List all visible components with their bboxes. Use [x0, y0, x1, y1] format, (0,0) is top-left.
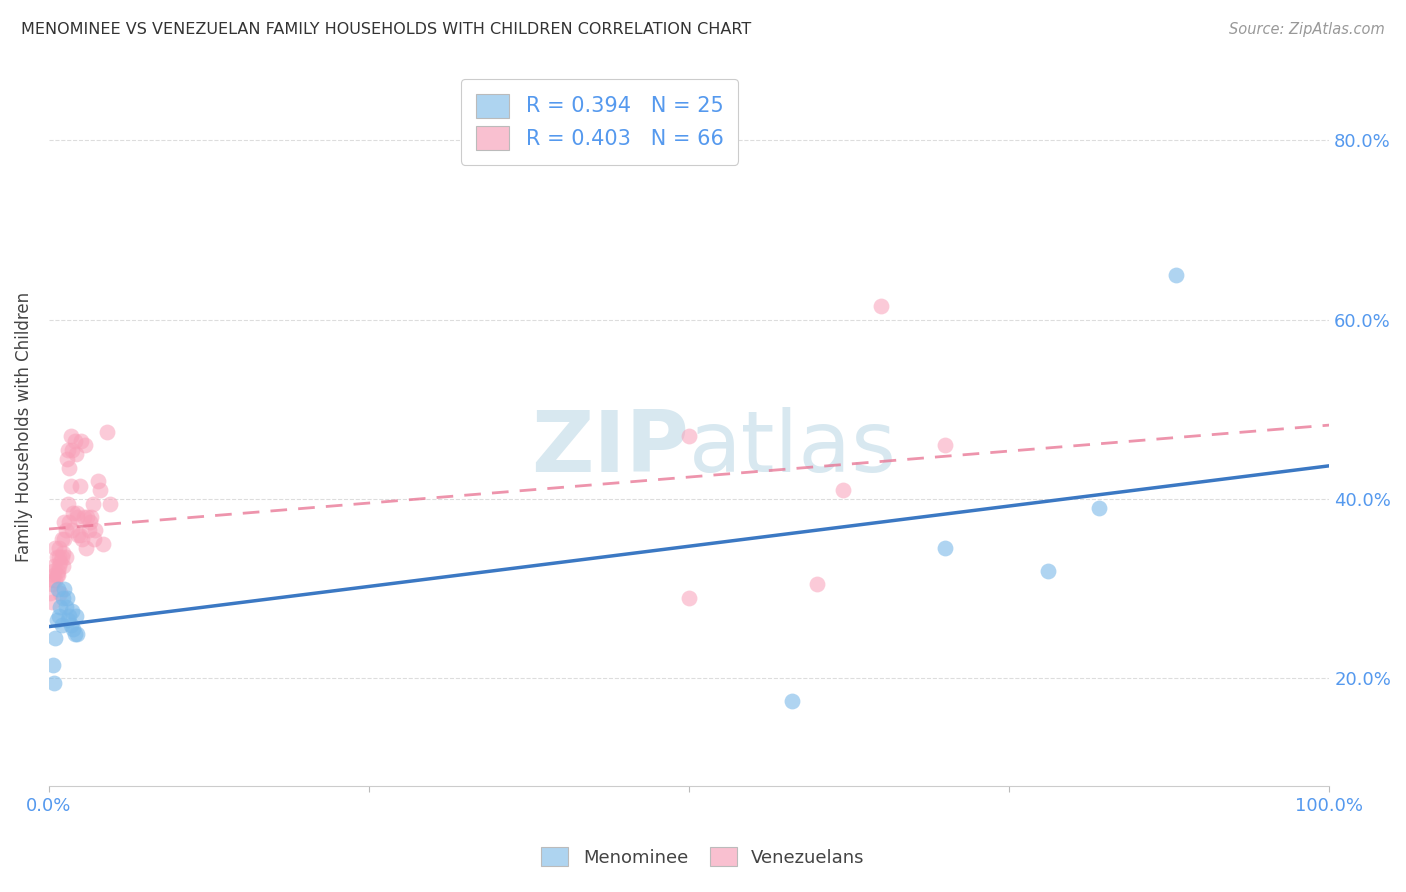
Point	[51, 533, 73, 547]
Point	[49, 599, 72, 614]
Point	[65, 447, 87, 461]
Point	[86, 474, 108, 488]
Point	[678, 591, 700, 605]
Point	[41, 595, 63, 609]
Point	[60, 442, 83, 457]
Point	[63, 434, 86, 448]
Point	[780, 694, 803, 708]
Point	[60, 604, 83, 618]
Point	[51, 550, 73, 565]
Point	[44, 631, 66, 645]
Point	[58, 608, 80, 623]
Text: ZIP: ZIP	[531, 408, 689, 491]
Point	[48, 608, 70, 623]
Point	[55, 524, 77, 538]
Point	[52, 559, 75, 574]
Point	[870, 299, 893, 313]
Point	[100, 497, 122, 511]
Point	[53, 582, 76, 596]
Point	[76, 510, 98, 524]
Point	[48, 559, 70, 574]
Point	[59, 617, 82, 632]
Point	[72, 510, 94, 524]
Point	[53, 515, 76, 529]
Point	[42, 564, 65, 578]
Point	[59, 429, 82, 443]
Point	[89, 483, 111, 497]
Point	[56, 497, 79, 511]
Point	[42, 568, 65, 582]
Point	[39, 586, 62, 600]
Point	[49, 555, 72, 569]
Point	[52, 546, 75, 560]
Point	[79, 515, 101, 529]
Point	[46, 564, 69, 578]
Y-axis label: Family Households with Children: Family Households with Children	[15, 293, 32, 562]
Point	[80, 510, 103, 524]
Point	[45, 613, 67, 627]
Point	[831, 483, 853, 497]
Point	[58, 460, 80, 475]
Point	[66, 506, 89, 520]
Point	[55, 550, 77, 565]
Point	[66, 626, 89, 640]
Point	[806, 577, 828, 591]
Point	[45, 568, 67, 582]
Point	[69, 478, 91, 492]
Point	[83, 533, 105, 547]
Point	[66, 510, 89, 524]
Point	[60, 524, 83, 538]
Point	[84, 524, 107, 538]
Point	[45, 550, 67, 565]
Point	[65, 608, 87, 623]
Point	[44, 573, 66, 587]
Point	[934, 541, 956, 556]
Point	[678, 429, 700, 443]
Point	[42, 559, 65, 574]
Point	[69, 528, 91, 542]
Point	[42, 658, 65, 673]
Legend: Menominee, Venezuelans: Menominee, Venezuelans	[534, 840, 872, 874]
Point	[62, 622, 84, 636]
Text: MENOMINEE VS VENEZUELAN FAMILY HOUSEHOLDS WITH CHILDREN CORRELATION CHART: MENOMINEE VS VENEZUELAN FAMILY HOUSEHOLD…	[21, 22, 751, 37]
Point	[56, 613, 79, 627]
Point	[48, 550, 70, 565]
Point	[73, 438, 96, 452]
Point	[56, 451, 79, 466]
Point	[44, 541, 66, 556]
Point	[46, 582, 69, 596]
Point	[72, 533, 94, 547]
Point	[59, 478, 82, 492]
Point	[58, 515, 80, 529]
Point	[41, 577, 63, 591]
Point	[46, 568, 69, 582]
Point	[63, 626, 86, 640]
Text: Source: ZipAtlas.com: Source: ZipAtlas.com	[1229, 22, 1385, 37]
Point	[934, 438, 956, 452]
Point	[67, 528, 90, 542]
Point	[77, 524, 100, 538]
Point	[1088, 501, 1111, 516]
Point	[48, 541, 70, 556]
Point	[56, 442, 79, 457]
Point	[91, 537, 114, 551]
Point	[1036, 564, 1059, 578]
Legend: R = 0.394   N = 25, R = 0.403   N = 66: R = 0.394 N = 25, R = 0.403 N = 66	[461, 78, 738, 164]
Point	[62, 506, 84, 520]
Point	[42, 573, 65, 587]
Point	[42, 676, 65, 690]
Point	[49, 586, 72, 600]
Point	[55, 599, 77, 614]
Point	[1164, 268, 1187, 282]
Point	[52, 591, 75, 605]
Point	[75, 541, 97, 556]
Point	[53, 533, 76, 547]
Point	[82, 497, 104, 511]
Point	[51, 617, 73, 632]
Point	[70, 434, 93, 448]
Point	[96, 425, 118, 439]
Point	[56, 591, 79, 605]
Text: atlas: atlas	[689, 408, 897, 491]
